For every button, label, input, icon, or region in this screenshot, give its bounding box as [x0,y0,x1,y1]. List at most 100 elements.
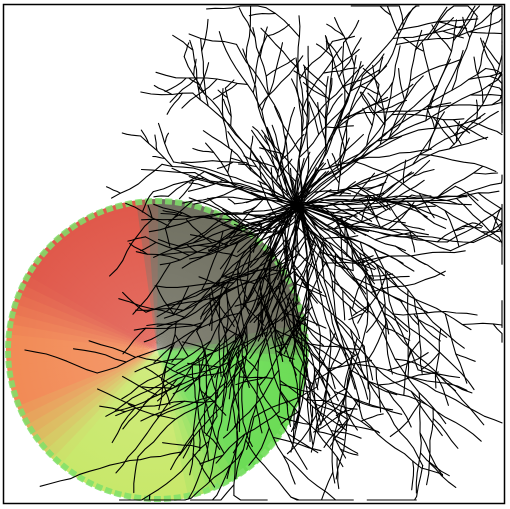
branch-stroke [386,352,429,371]
branch-stroke [188,182,207,188]
branch-stroke [311,343,361,350]
branch-stroke [314,403,348,420]
branch-stroke [255,202,295,227]
branch-stroke [462,16,471,38]
branch-stroke [378,56,384,75]
branch-stroke [300,206,475,391]
branch-stroke [206,5,242,10]
branch-stroke [304,305,318,327]
branch-stroke [133,456,139,494]
branch-stroke [479,37,498,76]
branch-stroke [97,388,136,407]
branch-stroke [310,245,368,314]
branch-stroke [209,216,253,235]
branch-stroke [300,203,319,227]
branch-stroke [160,322,177,381]
branch-stroke [363,255,389,267]
branch-stroke [350,194,413,226]
branch-stroke [162,210,179,215]
branch-stroke [417,318,448,338]
branch-stroke [109,218,153,277]
branch-stroke [292,333,343,365]
branch-stroke [152,177,205,193]
branch-stroke [158,342,176,411]
branch-stroke [222,356,247,377]
branch-stroke [140,135,173,168]
branch-stroke [181,341,217,352]
branch-stroke [205,180,216,185]
branch-stroke [332,83,414,133]
branch-stroke [469,120,503,136]
branch-stroke [240,5,300,38]
branch-stroke [315,43,334,58]
branch-stroke [147,204,153,219]
branch-stroke [362,107,373,127]
branch-stroke [349,369,398,396]
branch-stroke [260,27,299,69]
branch-stroke [322,67,357,74]
branch-stroke [207,249,238,258]
branch-stroke [326,158,340,184]
branch-stroke [174,333,189,357]
branch-stroke [331,280,387,329]
branch-stroke [427,49,464,151]
branch-stroke [485,67,503,107]
branch-stroke [360,210,406,224]
branch-stroke [193,219,233,244]
branch-stroke [289,167,299,209]
branch-stroke [209,293,213,331]
branch-stroke [448,112,486,150]
branch-stroke [261,129,302,179]
branch-stroke [454,185,479,202]
branch-stroke [188,197,245,226]
branch-stroke [166,92,183,115]
branch-stroke [335,439,359,454]
branch-stroke [121,340,212,400]
branch-stroke [492,207,502,231]
branch-stroke [446,208,502,243]
branch-stroke [420,351,440,371]
branch-stroke [290,359,309,432]
branch-stroke [343,19,360,44]
branch-stroke [322,243,325,272]
branch-stroke [273,328,303,344]
branch-stroke [279,313,286,357]
branch-stroke [384,327,411,341]
branch-stroke [476,5,498,75]
branch-stroke [301,46,343,111]
branch-stroke [339,75,363,176]
branch-stroke [316,387,348,411]
branch-stroke [312,222,415,272]
branch-stroke [238,7,256,39]
branch-stroke [256,380,308,470]
branch-stroke [136,355,177,366]
branch-stroke [270,167,276,195]
branch-stroke [224,87,232,127]
branch-stroke [111,407,136,444]
branch-stroke [245,439,316,501]
branch-stroke [110,163,163,199]
branch-stroke [313,368,345,429]
branch-stroke [281,231,299,304]
branch-stroke [264,235,273,316]
branch-stroke [125,202,171,228]
branch-stroke [121,132,142,137]
branch-stroke [189,484,235,501]
branch-stroke [203,431,221,450]
branch-stroke [339,200,373,222]
branch-stroke [295,339,328,369]
branch-stroke [296,206,306,231]
branch-stroke [158,238,180,247]
branch-stroke [415,391,422,494]
branch-stroke [182,437,194,459]
branch-stroke [144,366,177,388]
branch-stroke [208,280,225,327]
branch-stroke [380,185,456,228]
branch-stroke [407,340,421,360]
branch-stroke [472,203,503,244]
branch-stroke [457,5,478,17]
branch-stroke [436,222,473,243]
canvas-border [2,3,506,505]
branch-stroke [256,286,271,335]
